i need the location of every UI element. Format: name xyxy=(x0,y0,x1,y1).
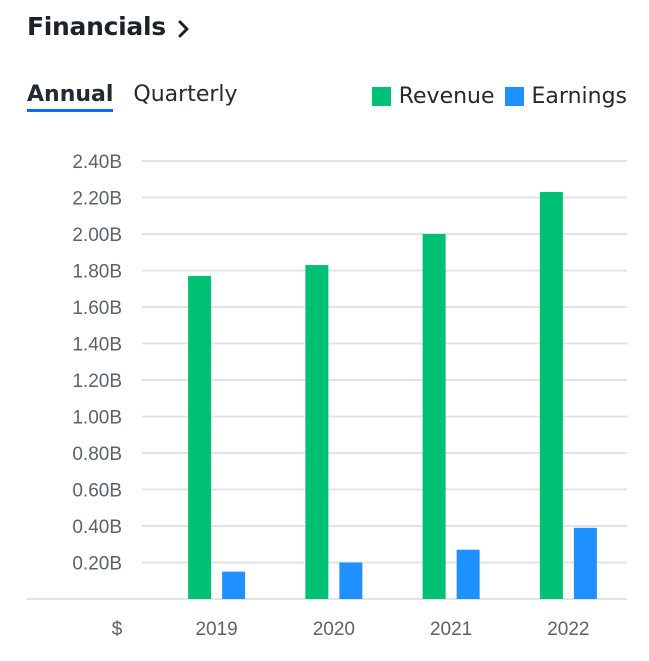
y-tick-label: 0.40B xyxy=(72,517,122,538)
tab-quarterly[interactable]: Quarterly xyxy=(133,82,238,107)
y-tick-label: 2.20B xyxy=(72,189,122,210)
x-tick-label: 2022 xyxy=(547,619,589,640)
earnings-bar-2019 xyxy=(222,571,246,599)
y-tick-label: 1.00B xyxy=(72,408,122,429)
revenue-swatch xyxy=(371,87,391,106)
revenue-bar-2019 xyxy=(188,275,212,599)
y-tick-label: 0.60B xyxy=(72,481,122,502)
earnings-bar-2022 xyxy=(573,527,597,599)
financials-header[interactable]: Financials xyxy=(27,12,190,41)
revenue-bar-2021 xyxy=(422,234,446,599)
y-tick-label: 0.20B xyxy=(72,554,122,575)
period-tabs: Annual Quarterly xyxy=(27,82,238,112)
tab-annual[interactable]: Annual xyxy=(27,82,114,112)
legend-label-revenue: Revenue xyxy=(398,84,495,109)
y-tick-label: 1.80B xyxy=(72,262,122,283)
x-tick-label: 2021 xyxy=(430,619,472,640)
y-tick-label: 0.80B xyxy=(72,444,122,465)
x-tick-label: 2019 xyxy=(195,619,237,640)
legend-item-earnings: Earnings xyxy=(504,84,627,109)
y-tick-label: 1.40B xyxy=(72,335,122,356)
page-title: Financials xyxy=(27,12,166,41)
chevron-right-icon[interactable] xyxy=(178,20,190,38)
earnings-bar-2020 xyxy=(339,562,363,599)
revenue-bar-2020 xyxy=(305,265,329,599)
chart-legend: Revenue Earnings xyxy=(371,84,627,109)
earnings-swatch xyxy=(504,87,524,106)
legend-label-earnings: Earnings xyxy=(531,84,627,109)
y-tick-label: 1.20B xyxy=(72,371,122,392)
y-tick-label: 2.00B xyxy=(72,225,122,246)
earnings-bar-2021 xyxy=(456,549,480,599)
revenue-bar-2022 xyxy=(539,192,563,599)
y-tick-label: 2.40B xyxy=(72,152,122,173)
legend-item-revenue: Revenue xyxy=(371,84,495,109)
y-tick-label: 1.60B xyxy=(72,298,122,319)
currency-label: $ xyxy=(112,619,123,640)
x-tick-label: 2020 xyxy=(313,619,355,640)
